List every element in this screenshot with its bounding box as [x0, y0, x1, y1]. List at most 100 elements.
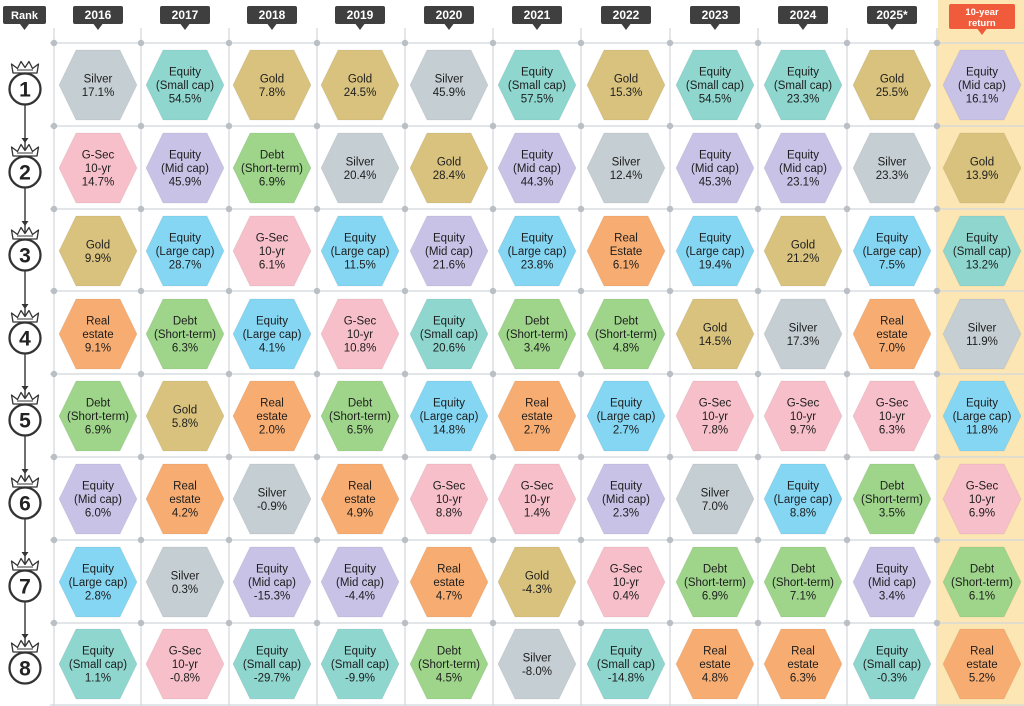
cell-debt-short-term: Debt(Short-term) 6.9% — [232, 132, 312, 204]
cell-hexagon — [852, 463, 932, 535]
rank-badge-7: 7 — [8, 557, 42, 603]
grid-node-dot — [401, 205, 409, 213]
cell-value: 11.9% — [966, 336, 998, 348]
cell-gold: Gold 13.9% — [942, 132, 1022, 204]
cell-asset-label: Equity — [787, 67, 819, 79]
cell-hexagon — [409, 49, 489, 121]
cell-asset-label: Equity — [966, 233, 998, 245]
cell-asset-label: Equity — [344, 564, 376, 576]
cell-asset-label: (Short-term) — [684, 577, 746, 589]
cell-hexagon — [852, 298, 932, 370]
column-header-label: 2016 — [85, 8, 112, 22]
column-header-pointer — [355, 24, 365, 30]
cell-hexagon — [586, 463, 666, 535]
cell-asset-label: G-Sec — [169, 646, 202, 658]
grid-node-dot — [489, 39, 497, 47]
rank-arrow-icon — [21, 138, 29, 143]
column-header-tag — [512, 6, 562, 24]
cell-hexagon — [942, 132, 1022, 204]
cell-hexagon — [497, 49, 577, 121]
cell-asset-label: (Mid cap) — [336, 577, 384, 589]
cell-hexagon — [145, 215, 225, 287]
grid-node-dot — [843, 536, 851, 544]
cell-asset-label: Real — [348, 481, 372, 493]
cell-equity-small-cap: Equity(Small cap) 1.1% — [58, 628, 138, 700]
cell-asset-label: Equity — [521, 233, 553, 245]
cell-debt-short-term: Debt(Short-term) 4.5% — [409, 628, 489, 700]
column-header-2022: 2022 — [601, 6, 651, 30]
cell-value: 0.4% — [613, 591, 639, 603]
cell-hexagon — [497, 463, 577, 535]
grid-node-dot — [225, 453, 233, 461]
grid-node-dot — [666, 39, 674, 47]
cell-asset-label: G-Sec — [610, 564, 643, 576]
cell-hexagon — [586, 132, 666, 204]
column-header-pointer — [93, 24, 103, 30]
cell-asset-label: estate — [876, 329, 907, 341]
cell-value: 23.1% — [787, 177, 820, 189]
cell-asset-label: 10-yr — [790, 411, 816, 423]
cell-value: 7.8% — [702, 425, 728, 437]
cell-hexagon — [58, 298, 138, 370]
cell-asset-label: (Large cap) — [863, 246, 922, 258]
grid-node-dot — [489, 536, 497, 544]
column-header-2016: 2016 — [73, 6, 123, 30]
cell-asset-label: (Large cap) — [953, 411, 1012, 423]
cell-asset-label: estate — [966, 659, 997, 671]
cell-asset-label: Equity — [521, 150, 553, 162]
cell-hexagon — [852, 49, 932, 121]
cell-hexagon — [763, 628, 843, 700]
grid-node-dot — [754, 39, 762, 47]
rank-badge-2: 2 — [8, 143, 42, 189]
cell-value: 2.7% — [613, 425, 639, 437]
cell-gold: Gold 24.5% — [320, 49, 400, 121]
cell-hexagon — [58, 132, 138, 204]
cell-hexagon — [942, 380, 1022, 452]
cell-value: 14.7% — [82, 177, 115, 189]
grid-node-dot — [313, 39, 321, 47]
cell-asset-label: 10-yr — [436, 494, 462, 506]
cell-hexagon — [58, 628, 138, 700]
cell-hexagon — [232, 132, 312, 204]
cell-value: 5.2% — [969, 673, 995, 685]
cell-hexagon — [497, 132, 577, 204]
grid-node-dot — [401, 370, 409, 378]
cell-equity-small-cap: Equity(Small cap) -14.8% — [586, 628, 666, 700]
grid-node-dot — [50, 39, 58, 47]
cell-asset-label: Real — [791, 646, 815, 658]
cell-equity-mid-cap: Equity(Mid cap) 44.3% — [497, 132, 577, 204]
cell-asset-label: (Large cap) — [686, 246, 745, 258]
cell-hexagon — [675, 298, 755, 370]
cell-equity-large-cap: Equity(Large cap) 8.8% — [763, 463, 843, 535]
cell-equity-small-cap: Equity(Small cap) -29.7% — [232, 628, 312, 700]
rank-badge-6: 6 — [8, 474, 42, 520]
grid-node-dot — [313, 536, 321, 544]
cell-silver: Silver -8.0% — [497, 628, 577, 700]
cell-equity-mid-cap: Equity(Mid cap) -15.3% — [232, 546, 312, 618]
grid-node-dot — [225, 370, 233, 378]
grid-node-dot — [489, 619, 497, 627]
grid-node-dot — [137, 287, 145, 295]
cell-hexagon — [942, 298, 1022, 370]
grid-node-dot — [313, 619, 321, 627]
cell-hexagon — [58, 380, 138, 452]
cell-hexagon — [763, 380, 843, 452]
cell-hexagon — [586, 546, 666, 618]
cell-hexagon — [675, 49, 755, 121]
rank-number: 1 — [19, 79, 31, 102]
cell-equity-mid-cap: Equity(Mid cap) 45.9% — [145, 132, 225, 204]
grid-node-dot — [933, 122, 941, 130]
cell-equity-small-cap: Equity(Small cap) 57.5% — [497, 49, 577, 121]
cell-hexagon — [675, 628, 755, 700]
grid-node-dot — [313, 453, 321, 461]
cell-asset-label: Silver — [878, 156, 907, 168]
cell-value: 5.8% — [172, 418, 198, 430]
grid-node-dot — [225, 536, 233, 544]
grid-node-dot — [50, 205, 58, 213]
column-header-label: 2020 — [436, 8, 463, 22]
cell-asset-label: estate — [256, 411, 287, 423]
